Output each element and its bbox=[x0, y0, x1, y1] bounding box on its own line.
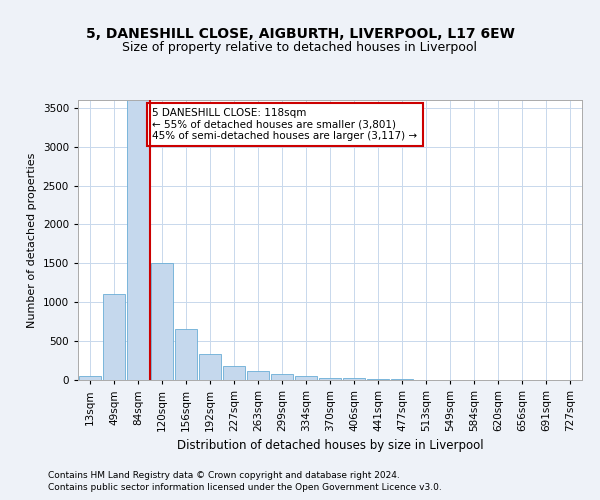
Bar bbox=[175, 330, 197, 380]
Text: 5, DANESHILL CLOSE, AIGBURTH, LIVERPOOL, L17 6EW: 5, DANESHILL CLOSE, AIGBURTH, LIVERPOOL,… bbox=[86, 28, 514, 42]
Y-axis label: Number of detached properties: Number of detached properties bbox=[27, 152, 37, 328]
Text: Contains public sector information licensed under the Open Government Licence v3: Contains public sector information licen… bbox=[48, 482, 442, 492]
Bar bbox=[271, 374, 293, 380]
Text: Contains HM Land Registry data © Crown copyright and database right 2024.: Contains HM Land Registry data © Crown c… bbox=[48, 471, 400, 480]
Text: Size of property relative to detached houses in Liverpool: Size of property relative to detached ho… bbox=[122, 41, 478, 54]
Bar bbox=[223, 366, 245, 380]
Bar bbox=[127, 84, 149, 380]
Bar bbox=[343, 378, 365, 380]
Bar bbox=[367, 379, 389, 380]
Bar bbox=[295, 376, 317, 380]
Bar bbox=[103, 294, 125, 380]
X-axis label: Distribution of detached houses by size in Liverpool: Distribution of detached houses by size … bbox=[176, 440, 484, 452]
Text: 5 DANESHILL CLOSE: 118sqm
← 55% of detached houses are smaller (3,801)
45% of se: 5 DANESHILL CLOSE: 118sqm ← 55% of detac… bbox=[152, 108, 418, 141]
Bar bbox=[199, 354, 221, 380]
Bar bbox=[247, 372, 269, 380]
Bar bbox=[319, 378, 341, 380]
Bar bbox=[151, 264, 173, 380]
Bar bbox=[79, 376, 101, 380]
